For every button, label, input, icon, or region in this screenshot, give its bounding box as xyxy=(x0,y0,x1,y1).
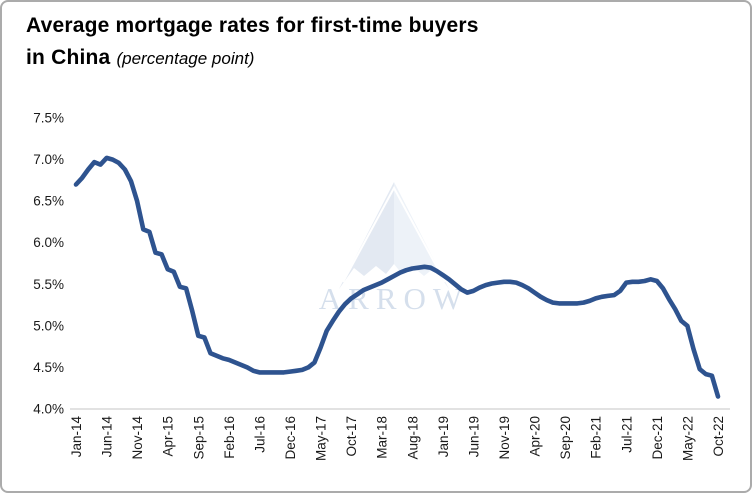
x-tick-label: Jun-14 xyxy=(100,416,115,458)
x-tick-label: Jul-16 xyxy=(252,416,267,453)
x-tick-label: Jan-14 xyxy=(69,416,84,458)
y-tick-label: 5.5% xyxy=(33,277,64,292)
x-tick-label: Nov-14 xyxy=(130,416,145,460)
x-tick-label: Feb-16 xyxy=(222,416,237,459)
x-tick-label: Feb-21 xyxy=(589,416,604,459)
x-tick-label: Apr-20 xyxy=(528,416,543,457)
y-tick-label: 6.5% xyxy=(33,194,64,209)
x-tick-label: Sep-20 xyxy=(558,416,573,460)
x-tick-label: May-17 xyxy=(314,416,329,461)
x-tick-label: Jul-21 xyxy=(619,416,634,453)
chart-title-line1: Average mortgage rates for first-time bu… xyxy=(26,14,479,37)
x-tick-label: Apr-15 xyxy=(161,416,176,457)
rate-line-series xyxy=(73,155,721,399)
chart-title-block: Average mortgage rates for first-time bu… xyxy=(26,10,479,75)
x-tick-label: Dec-16 xyxy=(283,416,298,460)
x-tick-label: Oct-17 xyxy=(344,416,359,457)
y-tick-label: 6.0% xyxy=(33,235,64,250)
x-tick-label: Dec-21 xyxy=(650,416,665,460)
y-tick-label: 4.0% xyxy=(33,402,64,417)
x-tick-label: Mar-18 xyxy=(375,416,390,459)
y-tick-label: 7.5% xyxy=(33,111,64,126)
y-tick-label: 5.0% xyxy=(33,318,64,333)
chart-title-line2: in China (percentage point) xyxy=(26,42,479,75)
y-tick-label: 4.5% xyxy=(33,360,64,375)
chart-subtitle: (percentage point) xyxy=(116,49,255,68)
x-tick-label: May-22 xyxy=(680,416,695,461)
watermark-arrow-crease xyxy=(342,185,446,283)
x-tick-label: Aug-18 xyxy=(405,416,420,460)
chart-title-line2-bold: in China xyxy=(26,46,111,69)
y-tick-label: 7.0% xyxy=(33,152,64,167)
x-tick-label: Oct-22 xyxy=(711,416,726,457)
x-tick-label: Jan-19 xyxy=(436,416,451,457)
x-tick-label: Sep-15 xyxy=(191,416,206,460)
x-tick-label: Nov-19 xyxy=(497,416,512,460)
x-tick-label: Jun-19 xyxy=(466,416,481,457)
